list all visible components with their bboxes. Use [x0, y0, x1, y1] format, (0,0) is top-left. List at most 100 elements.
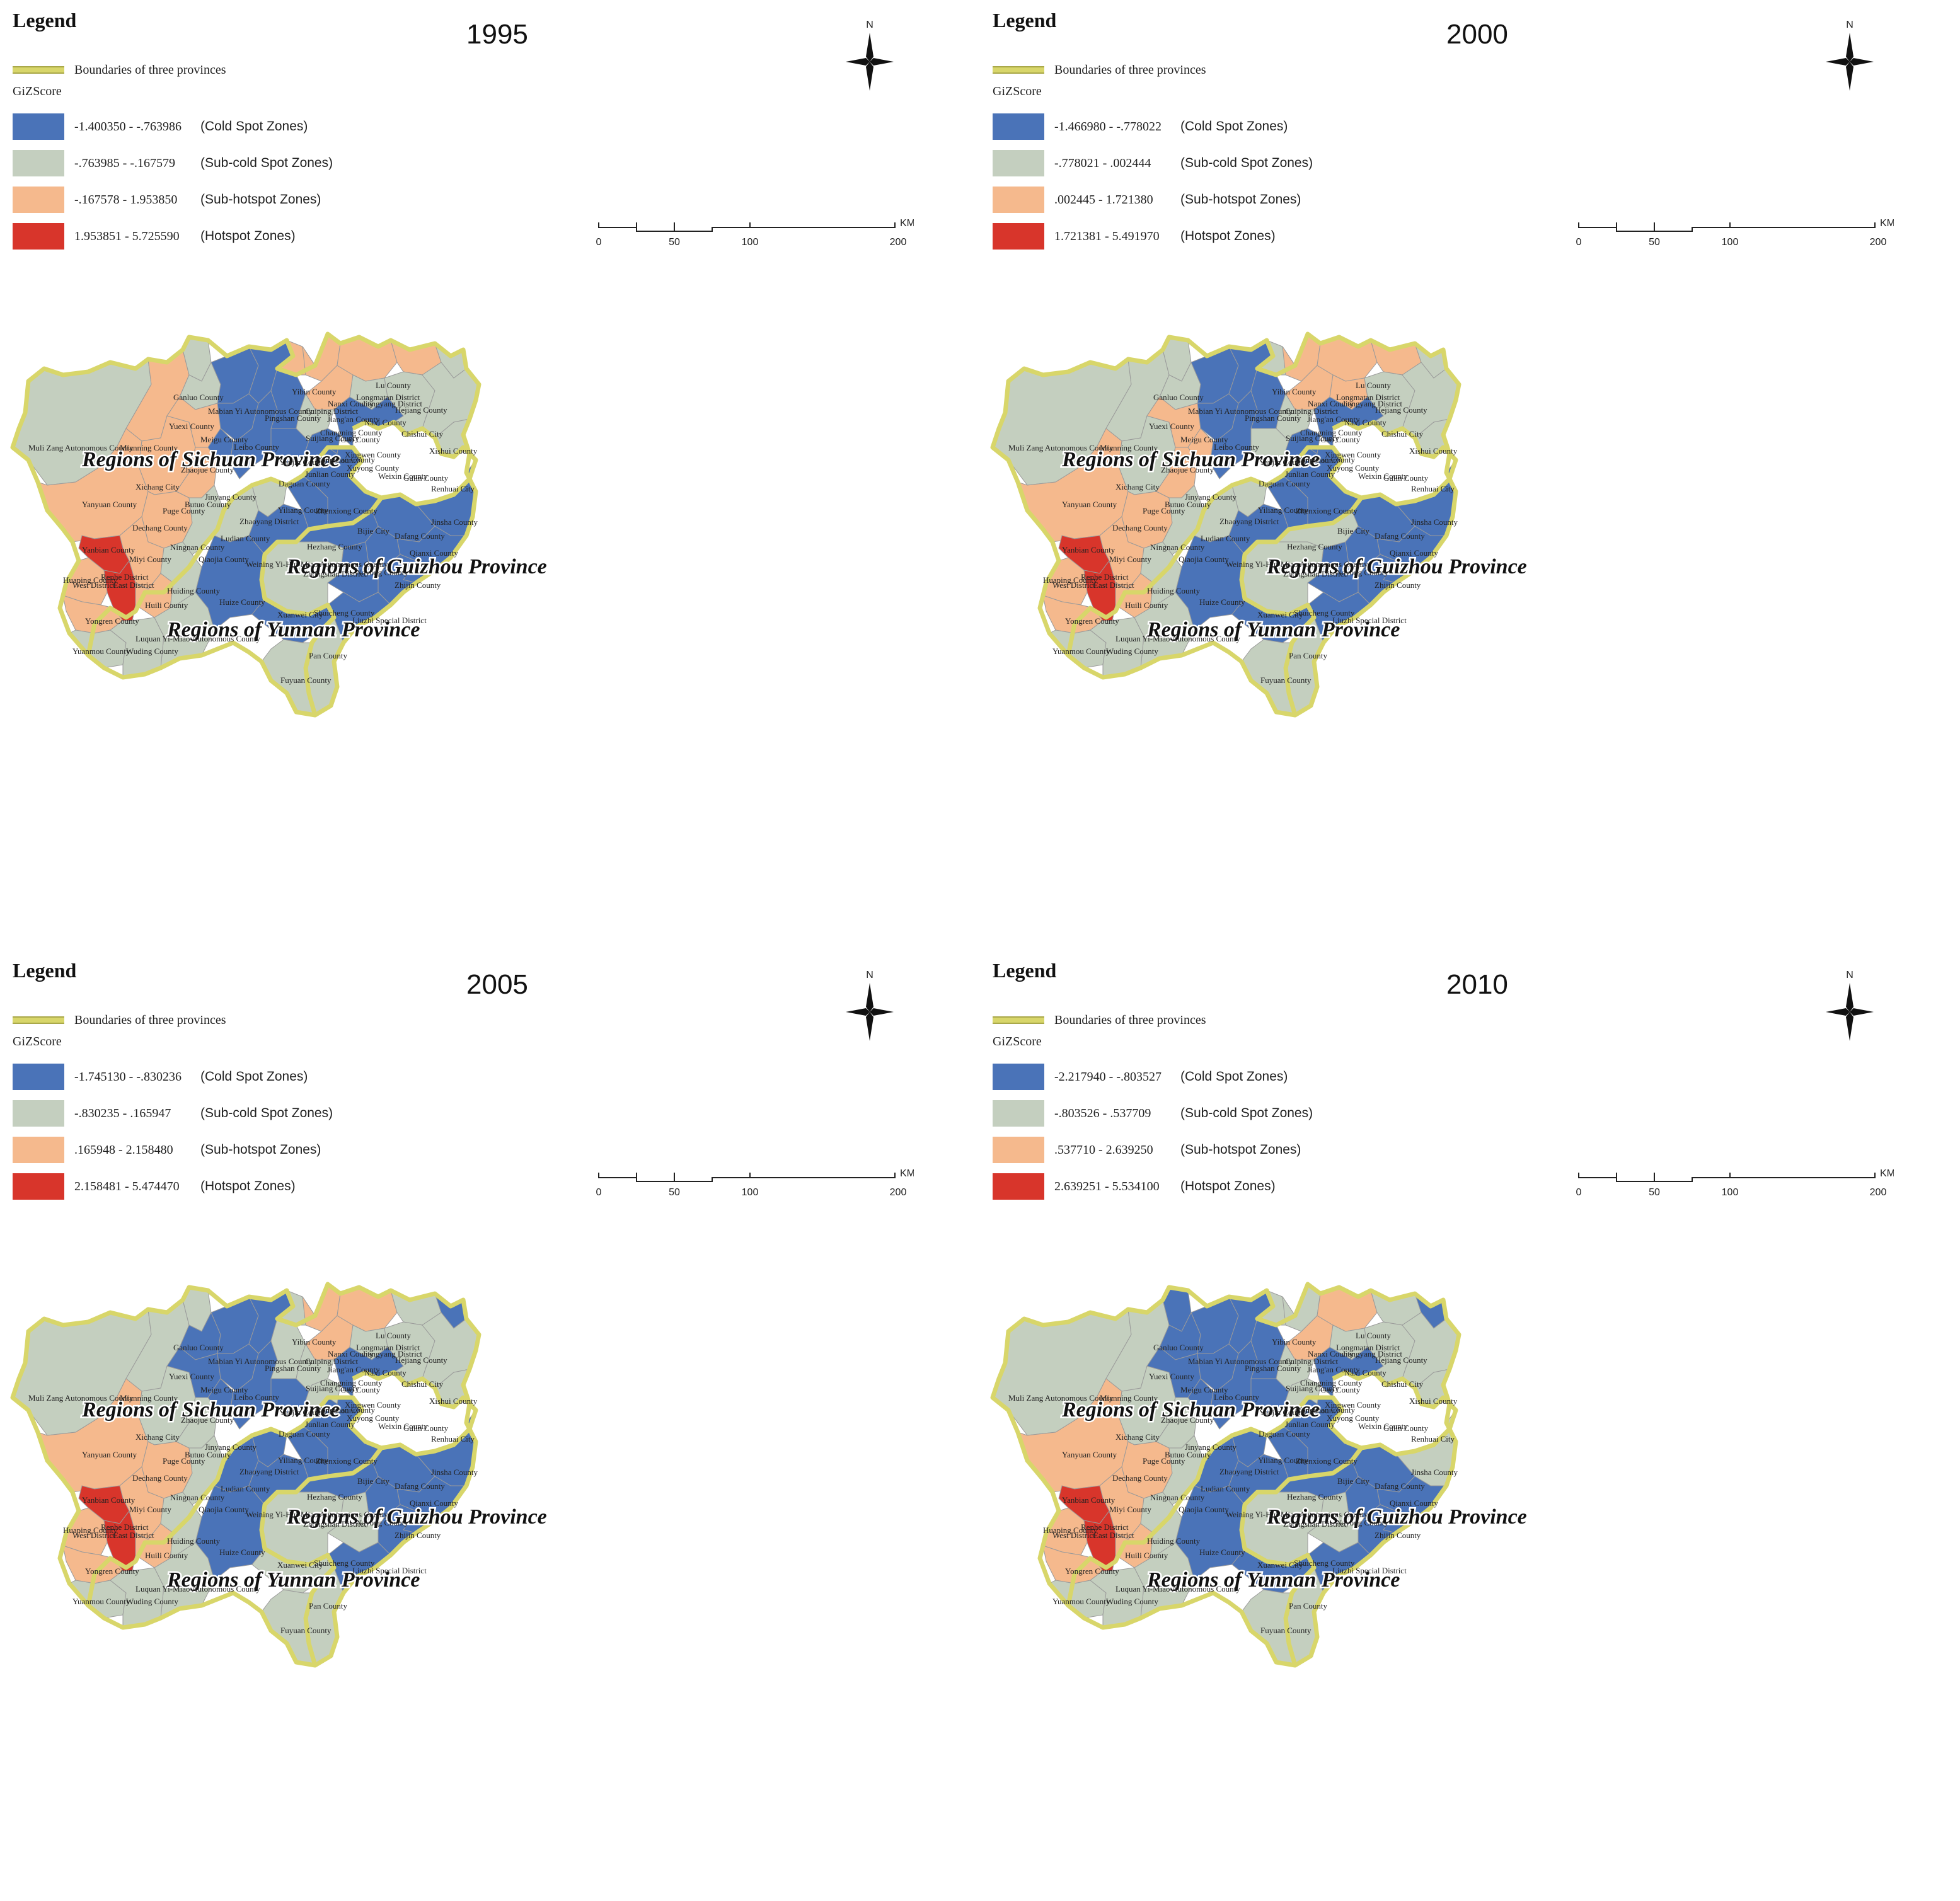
region-label-guizhou: Regions of Guizhou Province: [1266, 1505, 1527, 1529]
place-label: Ningnan County: [1150, 1493, 1205, 1502]
place-label: Nanxi County: [1308, 399, 1354, 408]
legend-classes: -2.217940 - -.803527 (Cold Spot Zones) -.8…: [993, 1059, 1313, 1205]
province-boundaries: [990, 1282, 1461, 1668]
place-label: Junlian County: [305, 1420, 355, 1429]
place-label: Liuzhi Special District: [352, 616, 427, 625]
place-label: Yanbian County: [1062, 545, 1115, 554]
place-label: Yongren County: [1065, 1566, 1119, 1576]
scale-bar: 0 50 100 200 KM: [596, 1168, 914, 1198]
place-label: Pingshan County: [265, 413, 321, 423]
legend-class-cold: -1.745130 - -.830236 (Cold Spot Zones): [13, 1059, 333, 1095]
place-label: Jiangyang District: [1342, 399, 1402, 408]
place-label: Nayong County: [356, 1518, 408, 1527]
place-label: Liuzhi Special District: [1332, 1566, 1407, 1575]
place-label: Changning County: [1300, 1378, 1363, 1387]
place-label: Yuexi County: [169, 422, 214, 431]
place-label: Shuicheng County: [1294, 608, 1355, 617]
province-labels: Regions of Sichuan Province Regions of G…: [80, 447, 549, 643]
place-label: Leibo County: [1214, 1393, 1259, 1402]
place-label: Renhe District: [1081, 1522, 1129, 1532]
place-label: Leibo County: [234, 442, 279, 452]
legend-class-hot: 1.721381 - 5.491970 (Hotspot Zones): [993, 218, 1313, 255]
place-label: Gong County: [315, 1406, 360, 1415]
panel-1995: Legend 1995 Boundaries of three province…: [0, 0, 980, 950]
place-label: Ludian County: [1201, 1484, 1250, 1493]
place-label: Zhijin County: [395, 580, 441, 590]
year-title: 2005: [466, 969, 528, 1000]
place-label: Ludian County: [221, 1484, 270, 1493]
legend-range-hot: 1.721381 - 5.491970: [1054, 229, 1160, 243]
place-label: Gong County: [1295, 456, 1340, 465]
place-label: Huaping County: [1043, 575, 1098, 585]
panel-2000: Legend 2000 Boundaries of three province…: [980, 0, 1960, 950]
place-label: Lu County: [1356, 381, 1391, 390]
place-label: Yibin County: [292, 387, 337, 396]
place-label: Nayong County: [356, 568, 408, 577]
legend-swatch-subcold: [13, 1100, 64, 1127]
place-label: Butuo County: [185, 500, 231, 509]
place-label: Changning County: [320, 428, 383, 437]
place-label: Cuiping District: [1285, 406, 1339, 416]
place-label: Xuyong County: [1327, 463, 1380, 473]
scale-tick-100: 100: [742, 237, 759, 248]
place-label: Qianxi County: [410, 1498, 458, 1508]
place-label: Yanjin County: [279, 1408, 327, 1417]
place-label: Yanyuan County: [82, 1450, 137, 1459]
year-title: 2000: [1446, 19, 1508, 50]
place-label: Jiang'an County: [1307, 1365, 1360, 1374]
place-label: Puge County: [1143, 506, 1185, 515]
legend-boundary-row: Boundaries of three provinces: [993, 60, 1206, 79]
region-label-yunnan: Regions of Yunnan Province: [1146, 1568, 1400, 1592]
scale-bar: 0 50 100 200 KM: [1576, 1168, 1894, 1198]
boundary-swatch: [13, 1016, 64, 1024]
place-label: Yanjin County: [1259, 1408, 1307, 1417]
region-liupanshui: [1307, 1491, 1359, 1553]
legend-range-subcold: -.803526 - .537709: [1054, 1106, 1151, 1120]
place-label: Renhe District: [101, 1522, 149, 1532]
place-label: Xingwen County: [345, 1400, 401, 1410]
place-label: Gao County: [340, 435, 381, 444]
place-label: Wuding County: [126, 646, 178, 656]
legend-class-subcold: -.778021 - .002444 (Sub-cold Spot Zones): [993, 145, 1313, 181]
outer-boundary: [990, 1282, 1461, 1668]
scale-tick-0: 0: [596, 237, 602, 248]
region-liupanshui: [1307, 541, 1359, 602]
place-label: Weining Yi-Hui-Miao Autonomous County: [1226, 560, 1368, 569]
place-label: Yongshan County: [316, 455, 375, 464]
place-label: Xichang City: [1115, 1432, 1160, 1442]
place-label: Qiaojia County: [199, 554, 249, 564]
place-label: Zhongshan District: [303, 569, 366, 578]
place-label: Yuanmou County: [72, 1597, 130, 1606]
legend-swatch-hot: [13, 1173, 64, 1200]
legend-class-cold: -1.400350 - -.763986 (Cold Spot Zones): [13, 108, 333, 145]
place-label: Zhaojue County: [1161, 1415, 1214, 1425]
province-labels: Regions of Sichuan Province Regions of G…: [1060, 1397, 1529, 1594]
place-label: Gong County: [315, 456, 360, 465]
boundary-label: Boundaries of three provinces: [74, 62, 226, 77]
place-label: Yongshan County: [1296, 455, 1355, 464]
place-label: Gao County: [1320, 1385, 1361, 1394]
place-label: Mabian Yi Autonomous County: [1188, 406, 1293, 416]
place-label: Jinyang County: [205, 1442, 257, 1452]
boundary-label: Boundaries of three provinces: [1054, 1013, 1206, 1027]
legend-classname-hot: (Hotspot Zones): [1180, 229, 1276, 243]
place-label: West District: [72, 580, 115, 590]
scale-bar-line: [1578, 1173, 1876, 1182]
province-labels: Regions of Sichuan Province Regions of G…: [80, 1397, 549, 1594]
legend-boundary-row: Boundaries of three provinces: [993, 1011, 1206, 1030]
legend-swatch-cold: [13, 113, 64, 140]
place-label: Yanyuan County: [1062, 1450, 1117, 1459]
legend-classname-hot: (Hotspot Zones): [1180, 1179, 1276, 1193]
place-label: Xuanwei City: [1257, 610, 1303, 619]
legend-range-cold: -1.745130 - -.830236: [74, 1069, 182, 1084]
place-label: Nayong County: [1336, 568, 1388, 577]
legend-classes: -1.400350 - -.763986 (Cold Spot Zones) -.7…: [13, 108, 333, 255]
place-label: Muli Zang Autonomous County: [1008, 1393, 1114, 1403]
place-label: Shuicheng County: [314, 608, 375, 617]
place-label: Suijiang County: [306, 1384, 359, 1393]
place-label: Zhaoyang District: [239, 1467, 299, 1476]
place-label: Naxi County: [364, 1368, 406, 1377]
year-title: 1995: [466, 19, 528, 50]
place-label: Pan County: [1289, 1601, 1328, 1611]
place-label: Qiaojia County: [1179, 1505, 1229, 1514]
